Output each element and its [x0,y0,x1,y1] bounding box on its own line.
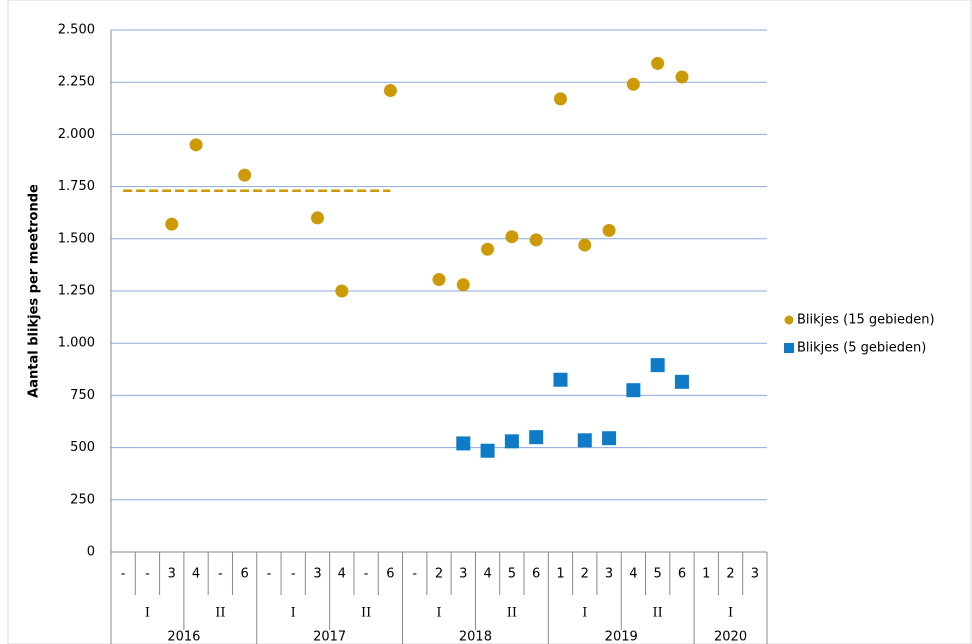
point [553,372,568,387]
y-tick-label: 2.250 [58,75,95,90]
x-tick-label: 5 [508,567,516,582]
point [481,242,495,256]
x-tick-label: 1 [702,567,710,582]
legend-marker [784,343,794,353]
point [238,168,252,182]
x-tick-label: 2 [726,567,734,582]
half-label: I [728,606,733,621]
x-tick-label: 4 [629,567,637,582]
x-tick-label: 5 [654,567,662,582]
x-tick-label: 6 [678,567,686,582]
point [626,383,641,398]
x-tick-label: 3 [605,567,613,582]
y-tick-label: 500 [70,440,95,455]
x-tick-label: 4 [338,567,346,582]
point [626,77,640,91]
point [189,138,203,152]
y-tick-label: 250 [70,492,95,507]
x-tick-label: - [364,567,369,582]
point [505,230,519,244]
point [577,433,592,448]
x-tick-label: 3 [313,567,321,582]
half-label: I [436,606,441,621]
x-tick-label: 3 [168,567,176,582]
x-tick-label: 6 [532,567,540,582]
y-tick-label: 750 [70,388,95,403]
x-tick-label: 6 [386,567,394,582]
y-tick-label: 1.000 [58,336,95,351]
legend-marker [784,315,794,325]
half-label: I [145,606,150,621]
x-tick-label: - [145,567,150,582]
point [480,443,495,458]
point [383,84,397,98]
y-tick-label: 1.250 [58,284,95,299]
legend-label: Blikjes (5 gebieden) [797,341,926,356]
point [553,92,567,106]
y-tick-label: 1.500 [58,231,95,246]
point [674,374,689,389]
x-tick-label: 4 [483,567,491,582]
y-tick-label: 1.750 [58,179,95,194]
point [432,273,446,287]
point [602,223,616,237]
x-tick-label: 1 [556,567,564,582]
year-label: 2019 [605,630,638,644]
point [602,431,617,446]
y-tick-label: 2.500 [58,23,95,38]
point [675,70,689,84]
x-tick-label: 3 [459,567,467,582]
half-label: I [291,606,296,621]
point [504,434,519,449]
point [165,217,179,231]
x-tick-label: - [218,567,223,582]
point [578,238,592,252]
half-label: II [215,606,225,621]
chart-frame [7,0,972,644]
x-tick-label: 2 [581,567,589,582]
year-label: 2016 [167,630,200,644]
year-label: 2017 [313,630,346,644]
legend-label: Blikjes (15 gebieden) [797,313,935,328]
year-label: 2018 [459,630,492,644]
half-label: I [582,606,587,621]
point [651,56,665,70]
point [311,211,325,225]
y-tick-label: 0 [87,545,95,560]
x-tick-label: 4 [192,567,200,582]
y-axis-title: Aantal blikjes per meetronde [27,184,42,398]
point [456,278,470,292]
point [529,430,544,445]
point [456,436,471,451]
half-label: II [361,606,371,621]
x-tick-label: - [412,567,417,582]
point [650,358,665,373]
point [529,233,543,247]
year-label: 2020 [714,630,747,644]
x-tick-label: - [121,567,126,582]
x-tick-label: - [267,567,272,582]
x-tick-label: 2 [435,567,443,582]
x-tick-label: - [291,567,296,582]
x-tick-label: 6 [240,567,248,582]
x-tick-label: 3 [751,567,759,582]
half-label: II [653,606,663,621]
point [335,284,349,298]
half-label: II [507,606,517,621]
y-tick-label: 2.000 [58,127,95,142]
